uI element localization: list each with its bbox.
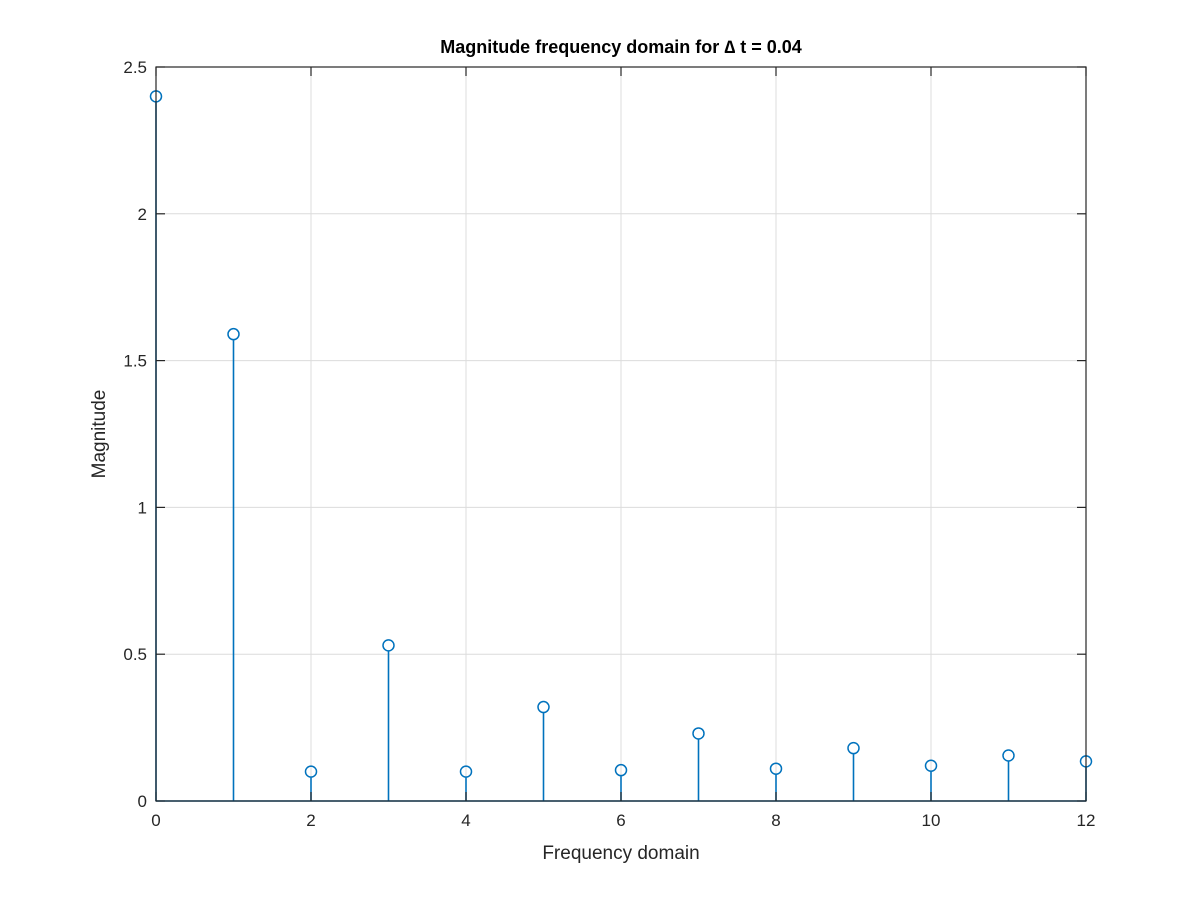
x-tick-label: 12 (1077, 811, 1096, 830)
stem (692, 727, 705, 801)
stem-marker (304, 765, 318, 778)
x-tick-label: 6 (616, 811, 625, 830)
stem (227, 327, 240, 801)
x-tick-label: 8 (771, 811, 780, 830)
y-axis-label: Magnitude (89, 390, 110, 479)
y-tick-labels: 0 0.5 1 1.5 2 2.5 (123, 58, 147, 811)
stem-marker (769, 762, 783, 775)
stem-marker (227, 327, 240, 341)
stem-marker (459, 765, 473, 778)
stem-marker (614, 763, 628, 777)
y-tick-label: 1 (138, 498, 147, 517)
y-tick-label: 2 (138, 205, 147, 224)
stem (1002, 749, 1015, 801)
stem-marker (692, 727, 705, 740)
grid (155, 66, 1087, 802)
stem-marker (1002, 749, 1015, 762)
stem-marker (847, 741, 860, 755)
ticks (155, 66, 1087, 802)
stem (382, 639, 395, 801)
x-tick-label: 0 (151, 811, 160, 830)
stem (537, 700, 550, 801)
x-tick-labels: 0 2 4 6 8 10 12 (151, 811, 1095, 830)
stem (847, 741, 860, 801)
chart-title: Magnitude frequency domain for ∆ t = 0.0… (440, 37, 802, 57)
x-axis-label: Frequency domain (542, 843, 699, 864)
y-tick-label: 0 (138, 792, 147, 811)
stem-marker (537, 700, 550, 714)
x-tick-label: 2 (306, 811, 315, 830)
y-tick-label: 1.5 (123, 352, 147, 371)
x-tick-label: 4 (461, 811, 470, 830)
stem-marker (924, 759, 938, 773)
y-tick-label: 2.5 (123, 58, 147, 77)
stem-marker (382, 639, 395, 652)
y-tick-label: 0.5 (123, 645, 147, 664)
x-tick-label: 10 (922, 811, 941, 830)
